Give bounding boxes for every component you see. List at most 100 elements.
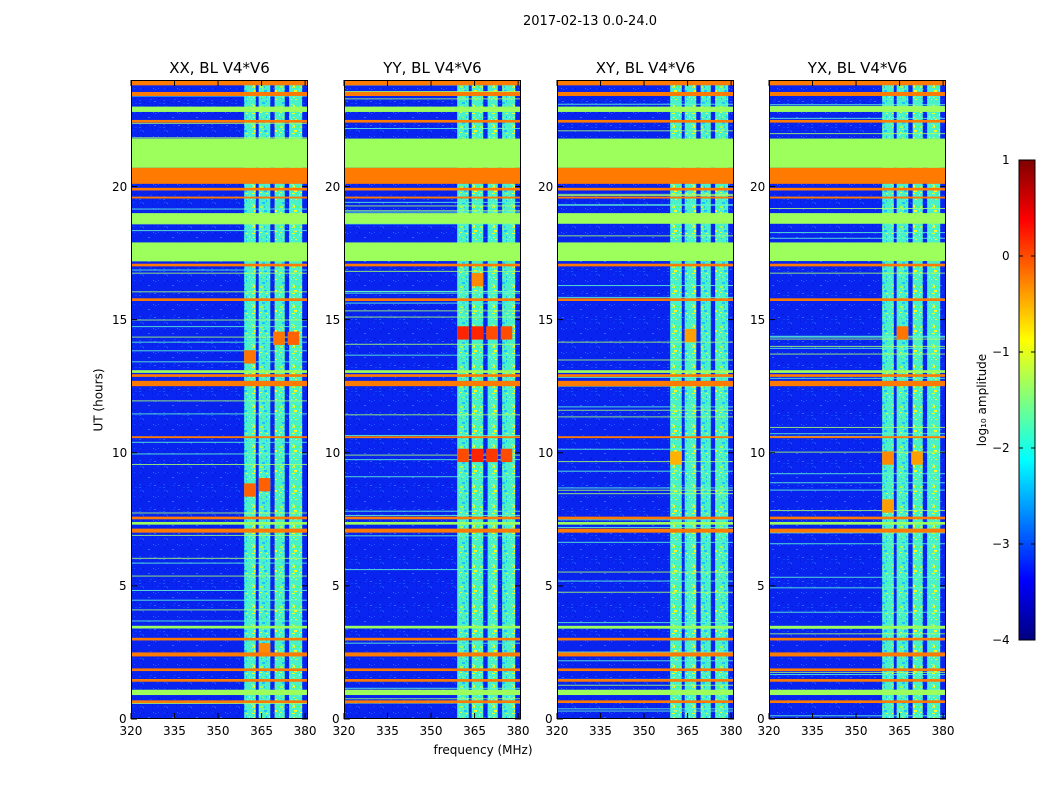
y-tick-label: 5	[545, 578, 553, 593]
colorbar-tick-label: 0	[1002, 249, 1010, 263]
flagged-row-orange	[131, 298, 308, 301]
x-tick-label: 320	[119, 724, 143, 738]
flagged-row-green	[557, 213, 734, 224]
flagged-row-green	[131, 213, 308, 224]
flagged-row-orange	[769, 263, 946, 267]
y-tick-label: 0	[332, 712, 340, 726]
flag-line	[769, 353, 946, 355]
y-tick-label: 5	[119, 578, 127, 593]
flagged-row-green	[344, 106, 521, 112]
flag-line	[344, 414, 521, 416]
flagged-row-orange	[344, 80, 521, 86]
flag-line	[769, 611, 946, 613]
flagged-row-orange	[769, 637, 946, 641]
y-tick-label: 15	[538, 312, 554, 327]
signal-band-1	[457, 80, 469, 719]
flag-line	[557, 487, 734, 489]
flag-line	[769, 345, 946, 347]
flagged-row-orange	[769, 436, 946, 439]
flagged-row-green	[557, 521, 734, 525]
flag-line	[769, 543, 946, 545]
flagged-row-orange	[557, 516, 734, 520]
x-tick-label: 350	[632, 724, 656, 738]
flag-line	[344, 510, 521, 512]
flag-line	[344, 642, 521, 644]
panel-title: XY, BL V4*V6	[595, 59, 696, 77]
flagged-row-green	[769, 370, 946, 373]
flagged-row-orange	[131, 380, 308, 387]
flagged-row-orange	[769, 679, 946, 682]
flagged-row-orange	[344, 637, 521, 641]
flag-line	[131, 95, 308, 97]
flag-line	[131, 441, 308, 443]
hot-spot	[471, 448, 484, 463]
panel-frame	[344, 80, 521, 719]
flag-line	[769, 117, 946, 119]
hot-spot	[684, 328, 697, 343]
x-tick-label: 335	[376, 724, 399, 738]
y-tick-label: 10	[538, 445, 554, 460]
flag-line	[344, 90, 521, 92]
flag-line	[344, 98, 521, 100]
y-tick-label: 5	[332, 578, 340, 593]
flag-line	[769, 674, 946, 676]
signal-band-1	[244, 80, 256, 719]
flag-line	[131, 534, 308, 536]
flag-line	[344, 270, 521, 272]
flag-line	[131, 336, 308, 338]
flag-line	[557, 409, 734, 411]
flagged-row-orange	[131, 187, 308, 191]
flag-line	[557, 341, 734, 343]
flagged-row-orange	[344, 679, 521, 682]
flagged-row-green	[557, 689, 734, 696]
panel-title: YX, BL V4*V6	[807, 59, 908, 77]
hot-spot	[500, 448, 513, 463]
flagged-row-green	[344, 213, 521, 224]
x-tick-label: 350	[206, 724, 230, 738]
flag-line	[131, 230, 308, 232]
figure-title: 2017-02-13 0.0-24.0	[523, 14, 657, 29]
flag-line	[557, 493, 734, 495]
hot-spot	[882, 499, 894, 513]
y-tick-label: 15	[325, 312, 341, 327]
y-tick-label: 10	[112, 445, 128, 460]
flag-line	[769, 335, 946, 337]
flag-line	[344, 343, 521, 345]
flagged-row-orange	[344, 700, 521, 704]
flag-line	[131, 319, 308, 321]
colorbar-tick-label: 1	[1002, 153, 1010, 167]
flagged-row-green	[344, 625, 521, 629]
flag-line	[557, 591, 734, 593]
flag-line	[769, 377, 946, 379]
flagged-row-orange	[344, 298, 521, 301]
y-tick-label: 15	[750, 312, 766, 327]
panel-frame	[557, 80, 734, 719]
flagged-row-green	[344, 689, 521, 696]
flag-line	[131, 350, 308, 352]
flag-line	[344, 434, 521, 436]
flag-line	[557, 541, 734, 543]
flag-line	[557, 489, 734, 491]
flag-line	[131, 137, 308, 139]
flag-line	[131, 122, 308, 124]
flagged-row-orange	[769, 91, 946, 96]
panel-title: XX, BL V4*V6	[169, 59, 270, 77]
flag-line	[557, 204, 734, 206]
flagged-row-orange	[344, 380, 521, 387]
flag-line	[557, 470, 734, 472]
panel-image	[131, 80, 308, 719]
flagged-row-orange	[769, 516, 946, 520]
flag-line	[769, 105, 946, 107]
hot-spot	[471, 273, 484, 287]
flag-line	[557, 376, 734, 378]
flag-line	[344, 459, 521, 461]
flag-line	[769, 133, 946, 135]
flag-line	[769, 237, 946, 239]
flagged-row-green	[131, 242, 308, 262]
flagged-row-orange	[344, 668, 521, 672]
flagged-row-orange	[557, 679, 734, 682]
signal-band-2	[896, 80, 909, 719]
flag-line	[131, 609, 308, 611]
panel-frame	[131, 80, 308, 719]
